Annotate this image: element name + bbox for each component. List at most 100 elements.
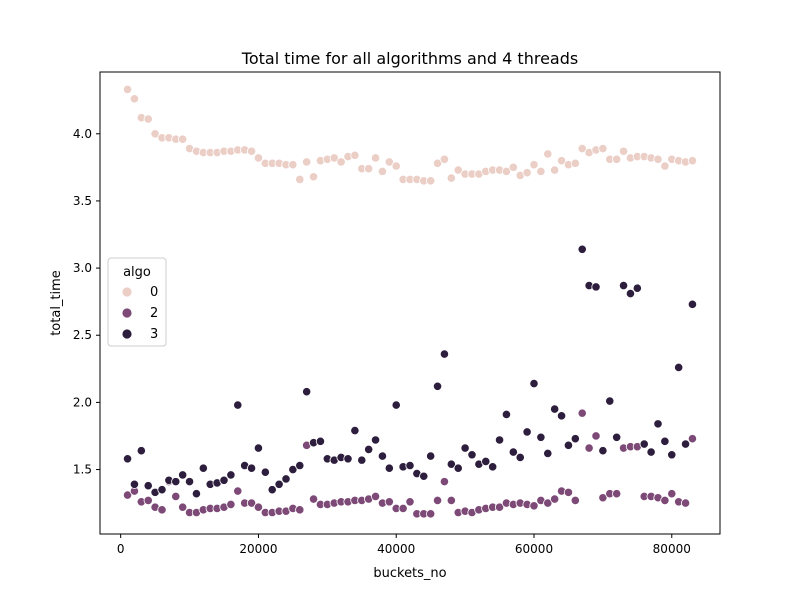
data-point-algo-3	[508, 447, 518, 457]
data-point-algo-0	[577, 143, 587, 154]
data-point-algo-3	[343, 454, 353, 464]
x-tick-label: 40000	[377, 542, 415, 556]
data-point-algo-2	[446, 495, 456, 506]
data-point-algo-3	[122, 454, 133, 464]
x-tick-label: 20000	[239, 542, 277, 556]
data-point-algo-3	[481, 456, 491, 467]
data-point-algo-2	[687, 434, 698, 444]
data-point-algo-3	[550, 404, 560, 414]
data-point-algo-2	[143, 495, 153, 506]
x-axis-label: buckets_no	[373, 566, 446, 581]
data-point-algo-0	[550, 165, 560, 175]
data-point-algo-0	[432, 158, 443, 168]
data-point-algo-3	[370, 435, 381, 445]
data-point-algo-0	[178, 134, 188, 144]
data-point-algo-0	[543, 149, 553, 159]
data-point-algo-2	[667, 489, 677, 499]
data-point-algo-0	[501, 166, 512, 176]
data-point-algo-2	[370, 491, 381, 501]
data-point-algo-3	[563, 440, 574, 450]
data-point-algo-3	[419, 471, 429, 481]
data-point-algo-3	[446, 459, 456, 469]
data-point-algo-3	[377, 451, 388, 461]
plot-frame	[99, 71, 721, 535]
data-point-algo-2	[246, 498, 257, 508]
data-point-algo-0	[308, 172, 319, 182]
data-point-algo-2	[598, 493, 608, 503]
data-point-algo-3	[364, 444, 374, 454]
data-point-algo-3	[315, 436, 326, 446]
data-point-algo-2	[550, 494, 560, 504]
data-point-algo-3	[522, 427, 532, 437]
data-point-algo-2	[253, 502, 264, 512]
data-point-algo-3	[357, 455, 367, 465]
data-point-algo-3	[570, 434, 580, 444]
data-point-algo-0	[370, 153, 381, 163]
data-point-algo-3	[653, 419, 663, 429]
x-tick-label: 80000	[653, 542, 691, 556]
data-point-algo-3	[157, 485, 167, 495]
data-point-algo-0	[453, 165, 463, 175]
data-point-algo-3	[646, 447, 656, 457]
data-point-algo-0	[295, 174, 305, 185]
data-point-algo-3	[233, 400, 243, 410]
data-point-algo-2	[494, 502, 505, 512]
data-point-algo-0	[329, 153, 339, 163]
data-point-algo-3	[184, 477, 195, 487]
data-point-algo-0	[660, 161, 670, 171]
legend-label-2: 2	[150, 306, 158, 321]
data-point-algo-3	[302, 387, 312, 397]
data-point-algo-3	[267, 485, 277, 495]
legend-marker-3	[121, 328, 133, 340]
data-point-algo-0	[377, 166, 388, 176]
data-point-algo-2	[432, 495, 443, 506]
data-point-algo-3	[591, 282, 601, 292]
data-point-algo-3	[226, 470, 236, 480]
legend-title: algo	[123, 265, 151, 280]
data-point-algo-0	[439, 154, 450, 164]
y-tick-label: 2.5	[73, 328, 92, 342]
data-point-algo-0	[612, 154, 622, 164]
data-point-algo-2	[680, 498, 691, 508]
data-point-algo-0	[122, 84, 133, 95]
data-point-algo-3	[529, 378, 539, 389]
data-point-algo-2	[612, 489, 622, 499]
data-point-algo-3	[639, 439, 649, 449]
chart-title: Total time for all algorithms and 4 thre…	[241, 49, 578, 68]
data-point-algo-3	[129, 479, 140, 489]
data-point-algo-3	[488, 462, 498, 472]
data-point-algo-3	[598, 446, 608, 456]
data-point-algo-0	[364, 164, 374, 174]
y-tick-label: 3.5	[73, 194, 92, 208]
data-point-algo-2	[405, 497, 415, 507]
data-point-algo-2	[295, 505, 305, 515]
data-point-algo-3	[674, 362, 684, 373]
data-point-algo-2	[384, 497, 394, 507]
data-point-algo-3	[178, 470, 188, 480]
data-point-algo-0	[384, 157, 394, 167]
legend-frame	[107, 257, 167, 347]
data-point-algo-3	[384, 463, 394, 473]
data-point-algo-3	[198, 463, 208, 473]
data-point-algo-3	[439, 349, 450, 359]
data-point-algo-3	[253, 443, 264, 453]
data-point-algo-2	[660, 495, 670, 506]
data-point-algo-2	[591, 431, 601, 441]
data-point-algo-3	[577, 244, 587, 254]
data-point-algo-2	[577, 408, 587, 418]
data-point-algo-3	[274, 479, 284, 489]
data-point-algo-3	[460, 443, 470, 453]
data-point-algo-0	[508, 162, 518, 172]
data-point-algo-0	[302, 157, 312, 167]
data-point-algo-3	[260, 467, 270, 477]
legend-label-0: 0	[150, 285, 158, 300]
data-point-algo-0	[556, 156, 567, 166]
data-point-algo-0	[253, 153, 264, 163]
data-point-algo-3	[453, 463, 463, 473]
y-axis-label: total_time	[49, 270, 64, 336]
data-point-algo-3	[136, 446, 146, 456]
data-point-algo-3	[391, 400, 401, 410]
y-tick-label: 3.0	[73, 261, 92, 275]
data-point-algo-2	[529, 501, 539, 511]
data-point-algo-3	[618, 280, 629, 291]
